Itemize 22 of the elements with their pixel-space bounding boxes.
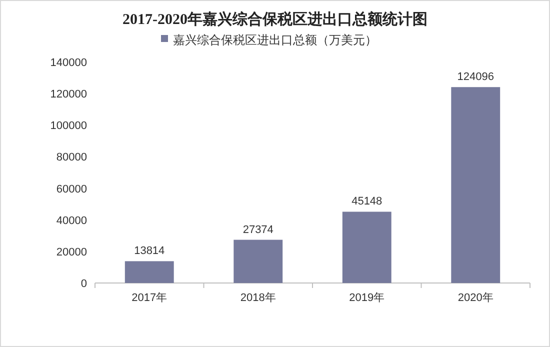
y-tick-label: 0 <box>80 278 87 290</box>
x-tick-label: 2017年 <box>132 292 168 304</box>
x-tick-label: 2019年 <box>349 292 385 304</box>
y-tick-label: 80000 <box>56 152 87 164</box>
data-label: 124096 <box>457 71 494 84</box>
chart-title: 2017-2020年嘉兴综合保税区进出口总额统计图 <box>122 10 428 28</box>
data-label: 27374 <box>242 224 274 236</box>
y-tick-label: 20000 <box>56 246 87 258</box>
data-label: 13814 <box>134 245 165 258</box>
x-tick-label: 2018年 <box>240 292 276 304</box>
legend-label: 嘉兴综合保税区进出口总额（万美元） <box>173 33 377 47</box>
data-label: 45148 <box>352 196 382 208</box>
bar <box>124 261 174 283</box>
y-tick-label: 120000 <box>50 88 87 101</box>
y-tick-label: 100000 <box>50 120 87 132</box>
bar <box>342 212 392 283</box>
bar <box>234 240 283 283</box>
y-tick-label: 140000 <box>50 57 87 69</box>
x-tick-label: 2020年 <box>458 292 494 304</box>
y-tick-label: 40000 <box>56 214 87 227</box>
bar <box>451 87 500 283</box>
y-tick-label: 60000 <box>56 183 87 196</box>
